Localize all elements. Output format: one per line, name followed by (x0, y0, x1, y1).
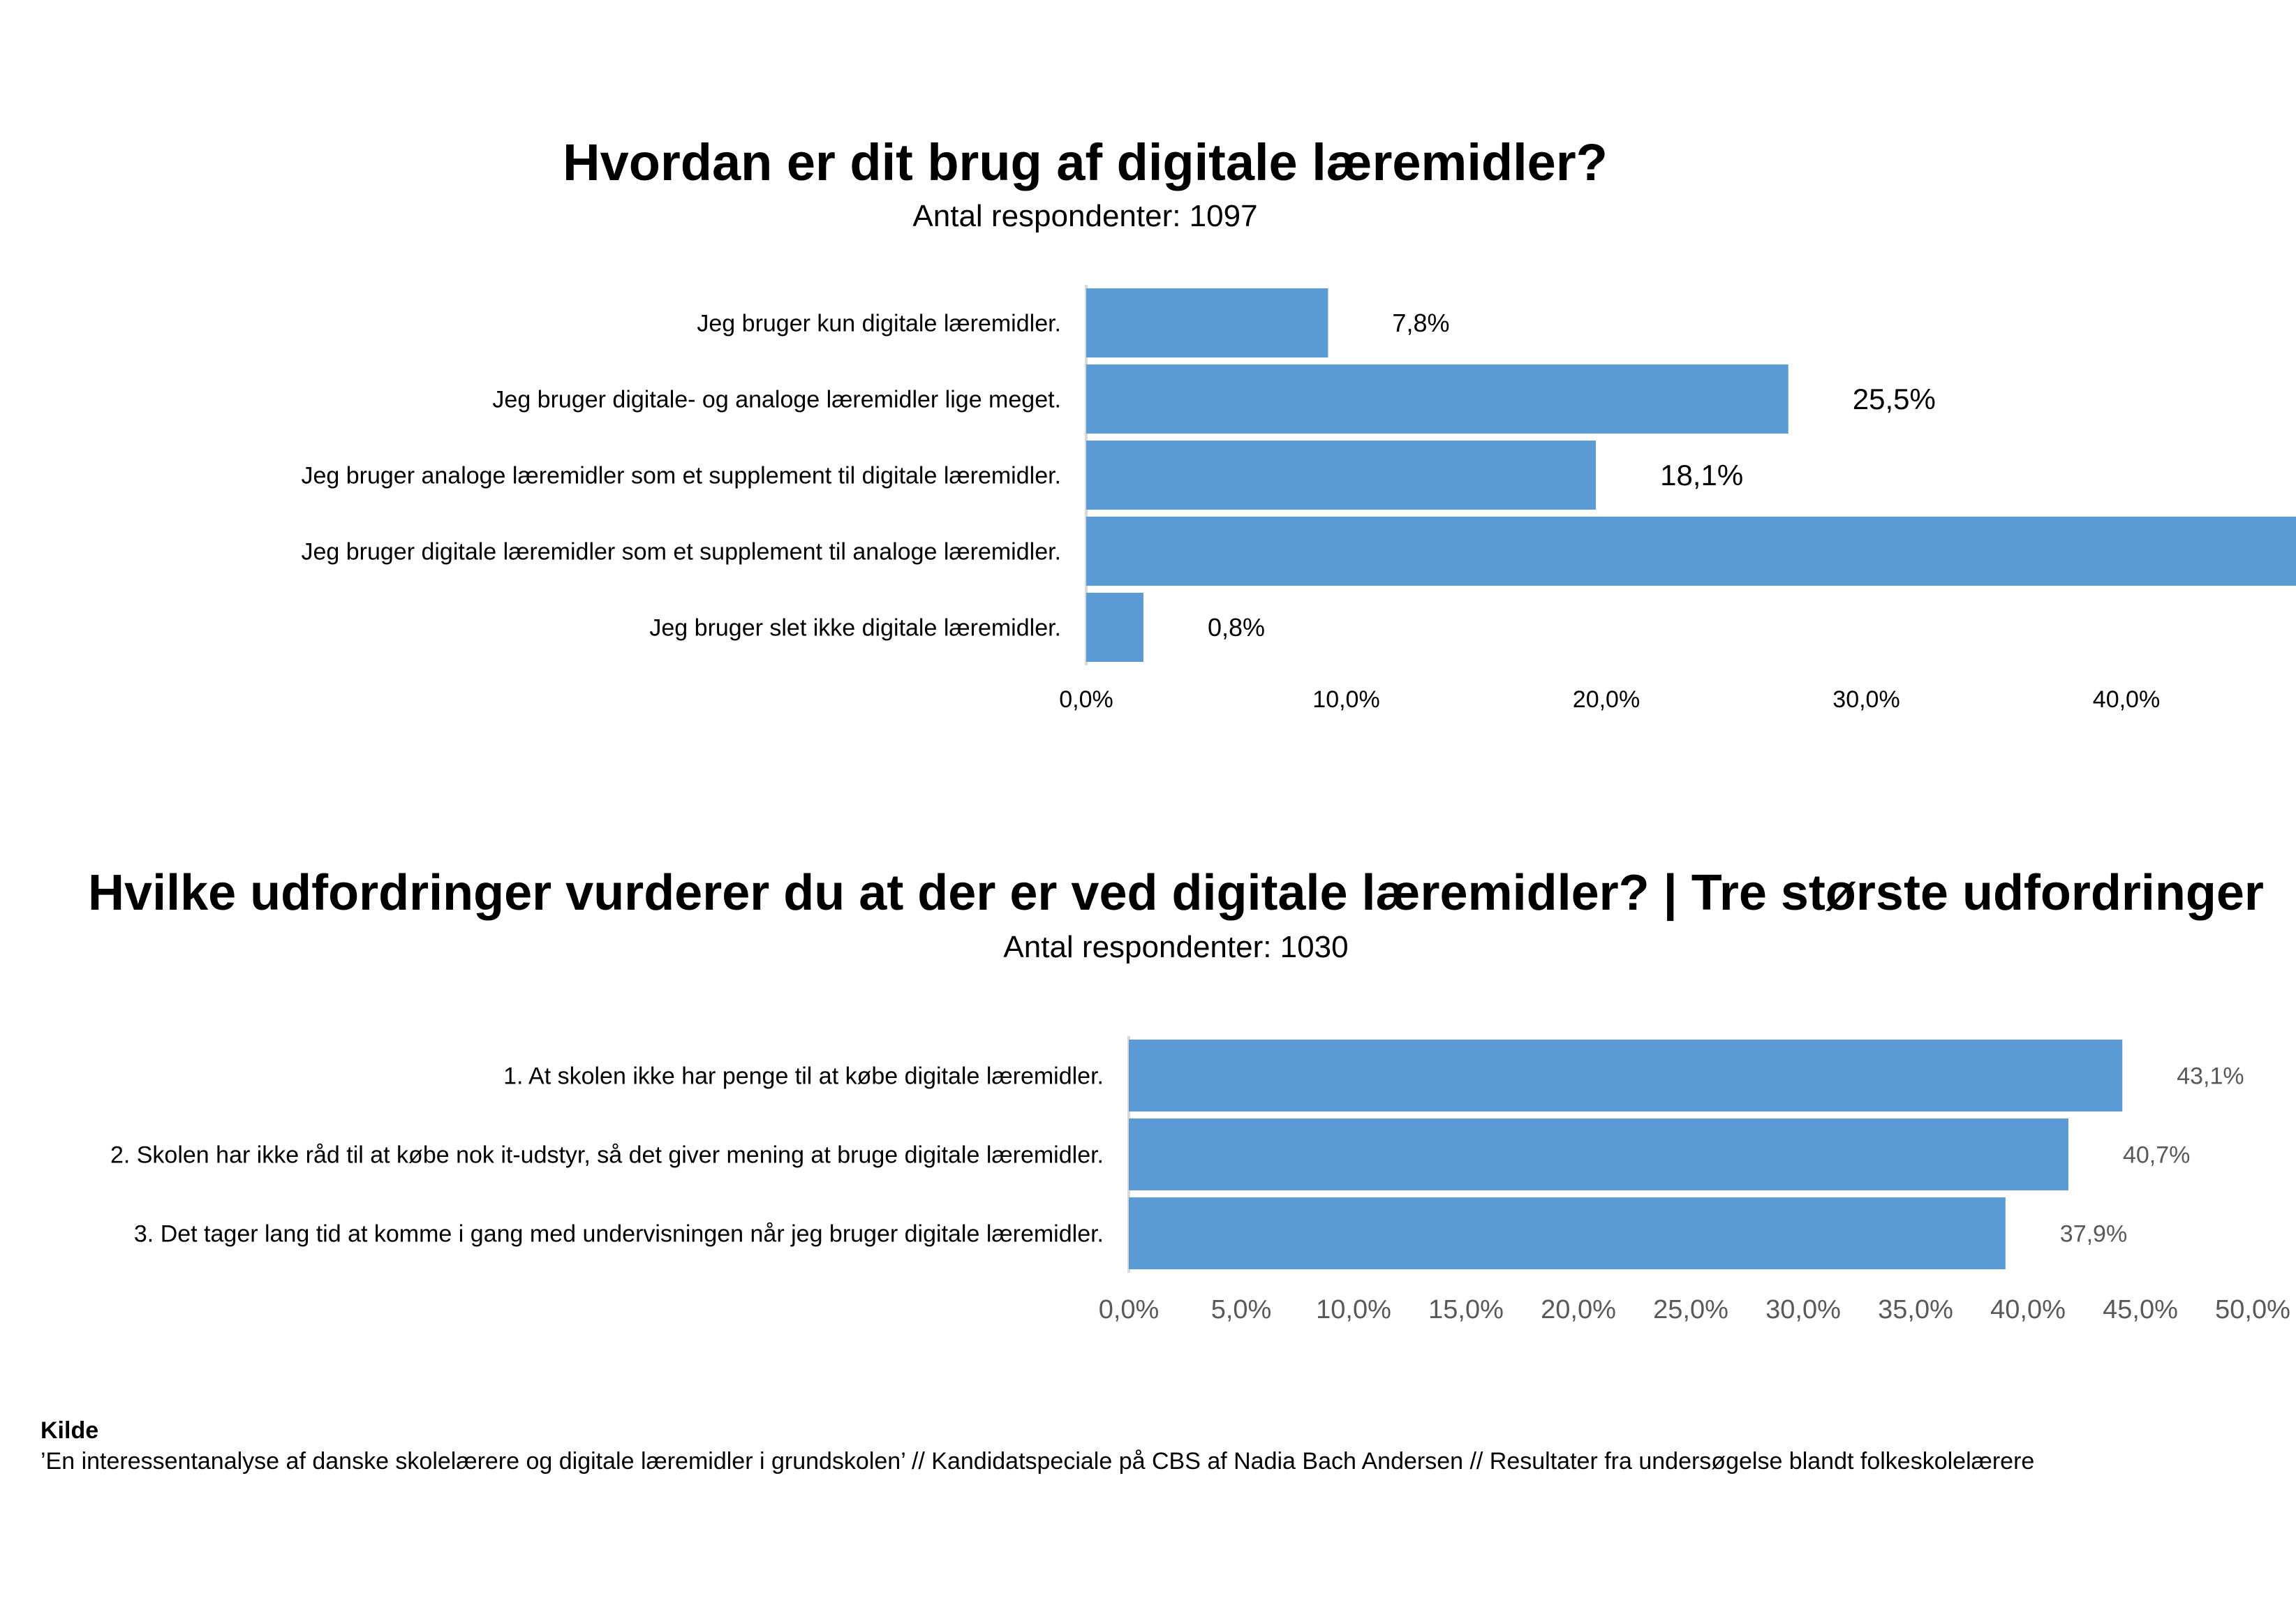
chart2-bar (1129, 1118, 2068, 1190)
chart1-bar (1086, 593, 1143, 662)
chart1-tick-label: 40,0% (2093, 686, 2160, 713)
chart2-tick-label: 45,0% (2103, 1295, 2178, 1324)
chart1-category-label: Jeg bruger digitale læremidler som et su… (301, 538, 1061, 565)
chart2-category-label: 1. At skolen ikke har penge til at købe … (503, 1063, 1104, 1089)
chart2-tick-label: 15,0% (1428, 1295, 1504, 1324)
chart1-bar (1086, 288, 1328, 357)
chart1-data-label: 18,1% (1660, 459, 1743, 492)
chart2-tick-label: 50,0% (2215, 1295, 2290, 1324)
chart1-tick-label: 0,0% (1059, 686, 1113, 713)
chart1-data-label: 25,5% (1853, 383, 1936, 415)
chart2-tick-label: 40,0% (1990, 1295, 2066, 1324)
chart1-tick-label: 10,0% (1312, 686, 1379, 713)
chart2-tick-label: 20,0% (1541, 1295, 1616, 1324)
chart1-data-label: 7,8% (1392, 309, 1449, 337)
chart2-bar (1129, 1197, 2006, 1269)
chart1-category-label: Jeg bruger kun digitale læremidler. (697, 310, 1061, 337)
chart1-bar (1086, 517, 2296, 586)
source-heading: Kilde (40, 1417, 99, 1444)
chart1-plot: Jeg bruger kun digitale læremidler. 7,8% J… (301, 285, 2296, 713)
chart1-category-label: Jeg bruger slet ikke digitale læremidler… (649, 614, 1061, 641)
chart1-tick-label: 20,0% (1573, 686, 1640, 713)
chart2-tick-label: 25,0% (1653, 1295, 1728, 1324)
chart1-subtitle: Antal respondenter: 1097 (912, 199, 1258, 233)
chart2-tick-label: 30,0% (1765, 1295, 1841, 1324)
chart1-bar (1086, 364, 1788, 434)
chart1-tick-label: 30,0% (1832, 686, 1899, 713)
chart2-subtitle: Antal respondenter: 1030 (1003, 930, 1349, 964)
chart1-bar (1086, 441, 1597, 510)
chart2-tick-label: 5,0% (1211, 1295, 1272, 1324)
chart1-title: Hvordan er dit brug af digitale læremidl… (563, 133, 1608, 191)
chart1-data-label: 0,8% (1208, 613, 1265, 642)
chart2-tick-label: 0,0% (1099, 1295, 1160, 1324)
chart2-title: Hvilke udfordringer vurderer du at der e… (88, 865, 2264, 921)
chart2-data-label: 43,1% (2177, 1063, 2244, 1089)
chart1-category-label: Jeg bruger digitale- og analoge læremidl… (492, 386, 1061, 413)
chart2-data-label: 40,7% (2123, 1142, 2190, 1168)
source-text: ’En interessentanalyse af danske skolelæ… (40, 1448, 2035, 1475)
chart2-plot: 1. At skolen ikke har penge til at købe … (110, 1036, 2290, 1324)
chart1-category-label: Jeg bruger analoge læremidler som et sup… (301, 462, 1061, 489)
chart2-category-label: 2. Skolen har ikke råd til at købe nok i… (110, 1142, 1104, 1168)
chart2-tick-label: 35,0% (1878, 1295, 1953, 1324)
chart2-category-label: 3. Det tager lang tid at komme i gang me… (134, 1220, 1104, 1247)
chart2-bar (1129, 1040, 2123, 1111)
chart2-tick-label: 10,0% (1316, 1295, 1391, 1324)
chart2-data-label: 37,9% (2060, 1220, 2127, 1247)
